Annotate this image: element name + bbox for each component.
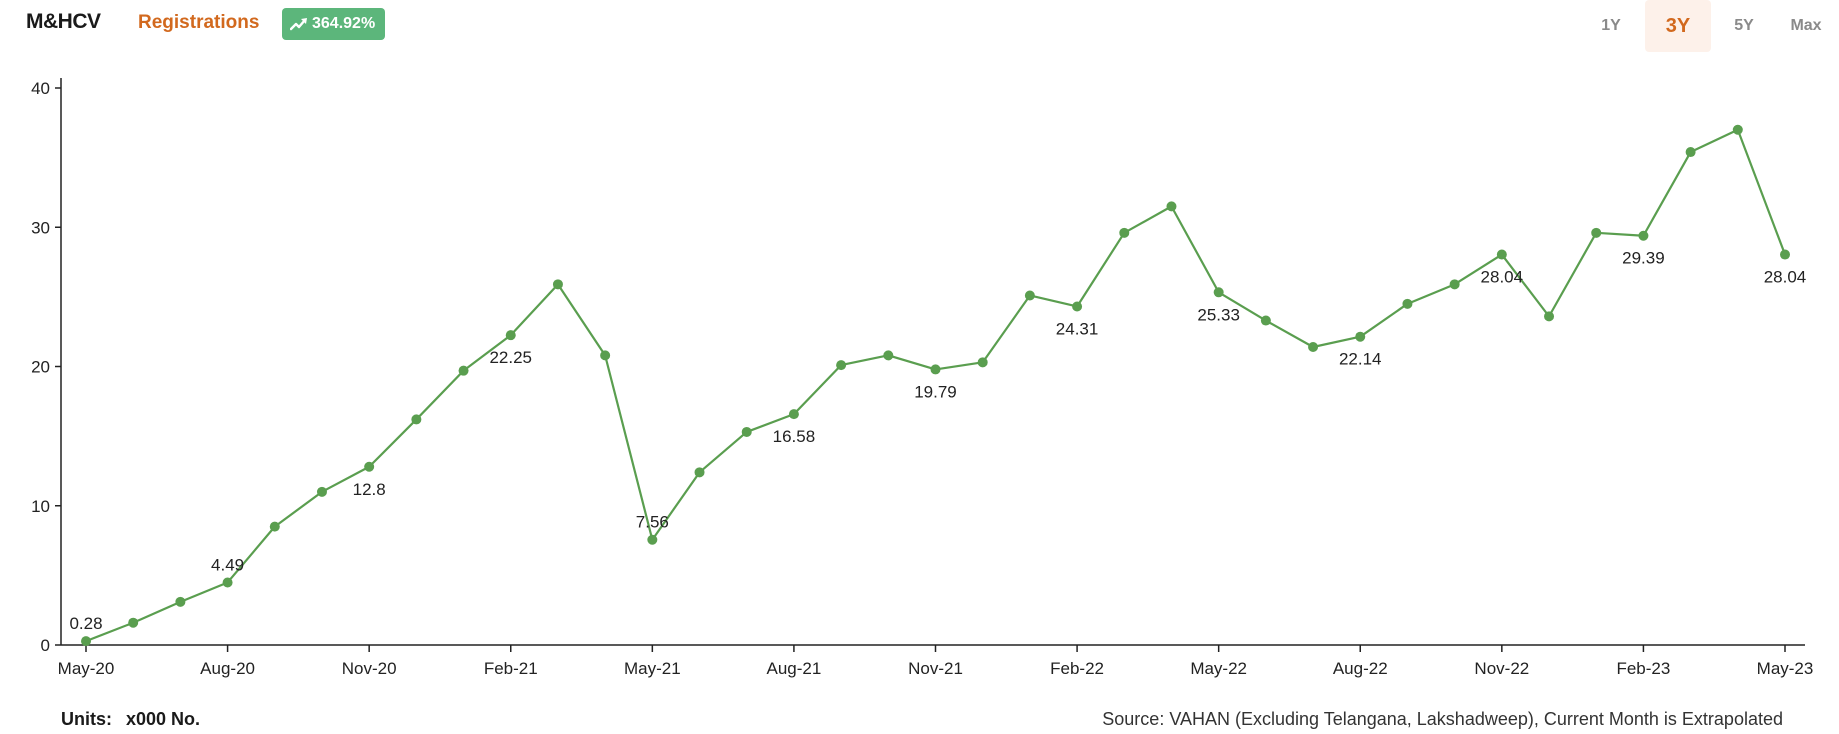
x-tick-label: May-23 xyxy=(1757,659,1814,678)
x-tick-label: Nov-21 xyxy=(908,659,963,678)
data-label: 22.14 xyxy=(1339,350,1382,369)
data-point xyxy=(836,360,847,371)
range-5y-button[interactable]: 5Y xyxy=(1734,17,1754,34)
data-label: 12.8 xyxy=(353,480,386,499)
x-tick-label: May-20 xyxy=(58,659,115,678)
data-point xyxy=(1732,124,1743,135)
data-point xyxy=(1685,147,1696,158)
change-value: 364.92% xyxy=(312,15,376,32)
data-point xyxy=(411,414,422,425)
units-label: Units: xyxy=(61,709,112,729)
data-label: 0.28 xyxy=(69,614,102,633)
data-point xyxy=(600,350,611,361)
data-point xyxy=(1496,249,1507,260)
data-point xyxy=(552,279,563,290)
data-label: 22.25 xyxy=(489,348,532,367)
data-point xyxy=(1166,201,1177,212)
data-label: 16.58 xyxy=(773,427,816,446)
data-label: 29.39 xyxy=(1622,249,1665,268)
x-tick-label: Feb-23 xyxy=(1616,659,1670,678)
units-value: x000 No. xyxy=(126,709,201,729)
segment-title: M&HCV xyxy=(26,10,101,33)
data-label: 4.49 xyxy=(211,555,244,574)
chart-header: M&HCV Registrations 364.92% 1Y 3Y 5Y Max xyxy=(0,0,1839,52)
units-note: Units: x000 No. xyxy=(61,709,200,730)
data-point xyxy=(930,364,941,375)
data-point xyxy=(1780,249,1790,260)
data-point xyxy=(1449,279,1460,290)
data-point xyxy=(1213,287,1224,298)
y-tick-label: 0 xyxy=(41,636,50,655)
data-label: 24.31 xyxy=(1056,319,1099,338)
metric-label[interactable]: Registrations xyxy=(138,12,260,33)
y-tick-label: 10 xyxy=(31,497,50,516)
source-note: Source: VAHAN (Excluding Telangana, Laks… xyxy=(1102,709,1783,729)
data-point xyxy=(1072,301,1083,312)
data-point xyxy=(175,596,186,607)
data-point xyxy=(458,365,469,376)
data-point xyxy=(1119,227,1130,238)
data-label: 28.04 xyxy=(1764,268,1807,287)
data-label: 7.56 xyxy=(636,513,669,532)
range-3y-button[interactable]: 3Y xyxy=(1645,0,1711,52)
y-tick-label: 30 xyxy=(31,218,50,237)
data-point xyxy=(1355,331,1366,342)
range-1y-button[interactable]: 1Y xyxy=(1601,17,1621,34)
data-point xyxy=(505,330,516,341)
data-point xyxy=(364,461,375,472)
data-point xyxy=(81,636,91,647)
x-tick-label: Feb-22 xyxy=(1050,659,1104,678)
data-point xyxy=(977,357,988,368)
data-label: 28.04 xyxy=(1481,268,1524,287)
data-point xyxy=(222,577,233,588)
data-point xyxy=(883,350,894,361)
data-point xyxy=(788,409,799,420)
x-tick-label: Aug-20 xyxy=(200,659,255,678)
x-tick-label: Nov-22 xyxy=(1474,659,1529,678)
x-tick-label: Aug-22 xyxy=(1333,659,1388,678)
data-point xyxy=(1260,315,1271,326)
x-tick-label: May-22 xyxy=(1190,659,1247,678)
trending-up-icon xyxy=(290,17,308,31)
range-max-button[interactable]: Max xyxy=(1790,17,1822,34)
y-tick-label: 40 xyxy=(31,79,50,98)
x-tick-label: Aug-21 xyxy=(767,659,822,678)
data-point xyxy=(647,534,658,545)
data-point xyxy=(1544,311,1555,322)
data-point xyxy=(741,426,752,437)
data-point xyxy=(694,467,705,478)
data-point xyxy=(128,617,139,628)
data-point xyxy=(1638,230,1649,241)
data-point xyxy=(269,521,280,532)
data-point xyxy=(1591,227,1602,238)
data-point xyxy=(1308,342,1319,353)
x-tick-label: Nov-20 xyxy=(342,659,397,678)
x-tick-label: Feb-21 xyxy=(484,659,538,678)
x-tick-label: May-21 xyxy=(624,659,681,678)
data-label: 25.33 xyxy=(1197,305,1240,324)
change-badge: 364.92% xyxy=(282,8,386,40)
line-chart: 0 10 20 30 40 May-20 Aug-20 Nov-20 Feb-21 May-21 A… xyxy=(31,78,1814,678)
data-point xyxy=(1402,298,1413,309)
data-point xyxy=(316,486,327,497)
y-tick-label: 20 xyxy=(31,358,50,377)
data-point xyxy=(1024,290,1035,301)
data-label: 19.79 xyxy=(914,382,957,401)
